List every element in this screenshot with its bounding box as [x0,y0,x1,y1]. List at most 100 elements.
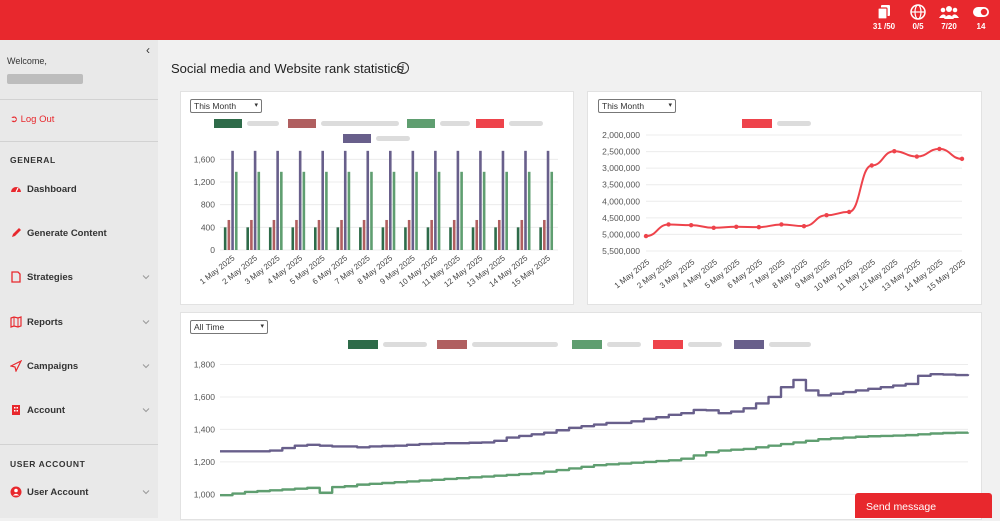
document-icon [11,271,21,283]
bar [343,150,347,250]
bar [381,227,385,250]
divider [0,141,158,142]
bar [527,171,531,250]
general-heading: GENERAL [10,155,56,165]
legend-label-placeholder [509,121,543,126]
bar [505,171,508,250]
legend-label-placeholder [247,121,279,126]
logout-link[interactable]: ➲ Log Out [10,114,54,125]
legend-label-placeholder [440,121,470,126]
y-tick-label: 1,400 [194,424,216,434]
bar [543,219,546,250]
collapse-sidebar-icon[interactable]: ‹ [146,43,150,57]
legend-swatch [742,119,772,128]
pages-stat[interactable]: 31 /50 [866,4,902,31]
bar [268,227,272,250]
sidebar-item-label: Reports [27,317,63,328]
data-point [734,224,739,230]
bar [336,227,340,250]
copy-icon [877,5,890,20]
building-icon [12,405,20,415]
bar [234,171,238,250]
data-point [688,222,694,228]
y-tick-label: 400 [201,222,215,232]
bar [250,219,253,250]
chevron-down-icon [142,408,150,413]
bar [385,219,388,250]
bar [471,227,475,250]
legend-swatch [572,340,602,349]
bar [426,227,430,250]
legend-label-placeholder [688,342,722,347]
websites-stat[interactable]: 0/5 [900,4,936,31]
bar [366,150,370,250]
bar [452,219,456,250]
legend-swatch [653,340,683,349]
sidebar-item-label: Dashboard [27,184,77,195]
sidebar-item-account[interactable]: Account [10,403,150,421]
bar [497,219,501,250]
all-time-line-chart: 1,000 1,200 1,400 1,600 1,800 [194,340,970,499]
sidebar-item-strategies[interactable]: Strategies [10,270,150,288]
legend-swatch [734,340,764,349]
all-time-period-value: All Time [194,322,225,332]
globe-icon [910,4,926,20]
bar [302,171,306,250]
bar [223,227,227,250]
legend-label-placeholder [376,136,410,141]
chevron-down-icon [142,490,150,495]
y-tick-label: 1,600 [194,392,216,402]
data-point [643,233,649,239]
bar [494,227,497,250]
bar [359,227,362,250]
username-placeholder [7,74,83,84]
bar-chart-period-select[interactable]: This Month ▾ [190,99,262,113]
logout-icon: ➲ [10,114,18,125]
sidebar-item-dashboard[interactable]: Dashboard [10,182,150,200]
all-time-period-select[interactable]: All Time ▾ [190,320,268,334]
sidebar-item-campaigns[interactable]: Campaigns [10,359,150,377]
divider [0,99,158,100]
pages-stat-value: 31 /50 [872,22,896,31]
bar [253,150,257,250]
sidebar-item-reports[interactable]: Reports [10,315,150,333]
y-tick-label: 3,000,000 [602,163,640,173]
bar [404,227,407,250]
users-stat[interactable]: 7/20 [931,4,967,31]
info-icon[interactable]: i [397,62,409,74]
logout-label: Log Out [20,114,55,125]
data-point [914,154,920,159]
rank-chart-period-select[interactable]: This Month ▾ [598,99,676,113]
data-point [869,163,874,168]
bar [482,171,486,250]
chevron-down-icon: ▾ [254,102,258,109]
sidebar-item-generate-content[interactable]: Generate Content [10,226,150,244]
bar [407,219,411,250]
data-point [779,222,784,227]
bar [415,171,418,250]
legend-label-placeholder [769,342,811,347]
pencil-icon [12,228,21,237]
rank-line-chart: 2,000,000 2,500,000 3,000,000 3,500,000 4,00… [602,119,968,293]
bar [280,171,283,250]
user-circle-icon [10,486,22,498]
bar [291,227,295,250]
bar [298,150,302,250]
chevron-down-icon: ▾ [260,323,264,330]
bar [430,219,433,250]
y-tick-label: 2,500,000 [602,147,640,157]
legend-swatch [288,119,316,128]
series-line [220,431,970,497]
bar [539,227,542,250]
toggle-icon [973,7,989,17]
legend-label-placeholder [472,342,558,347]
gauge-icon [11,187,21,193]
send-message-button[interactable]: Send message [855,493,992,518]
users-icon [939,6,959,19]
user-account-heading: USER ACCOUNT [10,459,86,469]
bar [362,219,366,250]
toggle-stat[interactable]: 14 [963,4,999,31]
map-icon [10,316,22,328]
bar [460,171,463,250]
sidebar-item-user-account[interactable]: User Account [10,485,150,503]
